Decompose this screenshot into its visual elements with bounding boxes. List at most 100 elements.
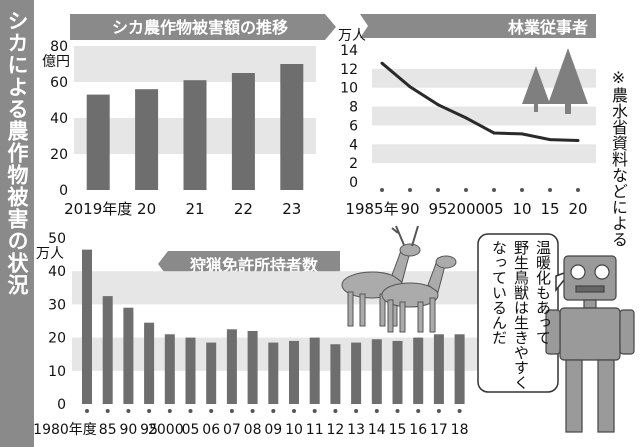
y-tick-label: 30 — [48, 297, 66, 313]
x-tick-label: 17 — [430, 422, 448, 438]
bar — [351, 342, 362, 404]
source-note: ※農水省資料などによる — [609, 68, 628, 247]
data-point — [464, 116, 468, 120]
data-point — [492, 131, 496, 135]
x-tick-label: 11 — [306, 422, 324, 438]
data-point — [520, 132, 524, 136]
x-tick-label: 14 — [368, 422, 386, 438]
x-tick-dot — [492, 188, 496, 192]
data-point — [548, 138, 552, 142]
bar — [454, 334, 465, 404]
x-tick-label: 2000 — [148, 422, 184, 438]
x-tick-label: 05 — [182, 422, 200, 438]
y-tick-label: 4 — [349, 137, 358, 153]
robot-illustration — [545, 255, 635, 433]
y-tick-label: 2 — [349, 156, 358, 172]
x-tick-label: 1980年度 — [33, 422, 97, 438]
x-tick-label: 16 — [409, 422, 427, 438]
x-tick-dot — [250, 409, 255, 413]
x-tick-label: 1985年 — [345, 200, 398, 218]
x-tick-dot — [126, 409, 131, 413]
x-tick-dot — [167, 409, 172, 413]
bar — [102, 296, 113, 404]
speech-line-3: なっているんだ — [490, 240, 508, 345]
x-tick-label: 90 — [400, 200, 419, 218]
bar — [433, 334, 444, 404]
data-point — [408, 85, 412, 89]
x-tick-dot — [188, 409, 193, 413]
x-tick-dot — [312, 409, 317, 413]
series-line — [381, 62, 579, 143]
y-tick-label: 40 — [48, 264, 66, 280]
x-tick-dot — [395, 409, 400, 413]
x-tick-dot — [380, 188, 384, 192]
y-tick-label: 10 — [48, 364, 66, 380]
y-tick-label: 40 — [50, 111, 68, 127]
unit-forestry: 万人 — [338, 28, 366, 44]
x-tick-label: 08 — [244, 422, 262, 438]
x-tick-label: 13 — [347, 422, 365, 438]
band — [372, 106, 596, 126]
band — [74, 46, 316, 82]
unit-damage: 億円 — [42, 54, 70, 70]
x-tick-dot — [416, 409, 421, 413]
bar — [330, 344, 341, 404]
x-tick-label: 95 — [428, 200, 447, 218]
speech-line-1: 温暖化もあって — [534, 240, 552, 345]
x-tick-label: 2019年度 — [64, 200, 132, 218]
x-tick-label: 20 — [137, 200, 156, 218]
x-tick-label: 05 — [484, 200, 503, 218]
y-tick-label: 20 — [50, 147, 68, 163]
banner-damage-title: シカ農作物被害額の推移 — [112, 18, 288, 37]
banner-hunting-title: 狩猟免許所持者数 — [190, 256, 319, 275]
data-point — [576, 139, 580, 143]
banner-hunting — [158, 251, 340, 277]
x-tick-label: 90 — [119, 422, 137, 438]
x-tick-label: 06 — [202, 422, 220, 438]
x-tick-label: 18 — [451, 422, 469, 438]
bar — [86, 94, 110, 190]
y-tick-label: 60 — [50, 75, 68, 91]
x-tick-label: 22 — [234, 200, 253, 218]
x-tick-label: 07 — [223, 422, 241, 438]
y-tick-label: 8 — [349, 100, 358, 116]
unit-hunting: 万人 — [36, 246, 64, 262]
y-tick-label: 6 — [349, 118, 358, 134]
page-title: シカによる農作物被害の状況 — [5, 10, 29, 296]
banner-damage — [70, 14, 336, 40]
bar — [183, 80, 207, 190]
x-tick-dot — [436, 409, 441, 413]
x-tick-label: 10 — [512, 200, 531, 218]
title-strip — [0, 0, 34, 447]
data-point — [380, 61, 384, 65]
x-tick-dot — [105, 409, 110, 413]
x-tick-label: 12 — [326, 422, 344, 438]
chart-damage: 0 20 40 60 80 2019年度 20 21 22 23 — [50, 39, 316, 218]
x-tick-label: 15 — [540, 200, 559, 218]
x-tick-label: 09 — [264, 422, 282, 438]
bar — [289, 340, 299, 404]
trees-illustration — [522, 48, 588, 114]
x-tick-dot — [457, 409, 462, 413]
bar — [371, 339, 382, 404]
deer-illustration — [341, 225, 457, 333]
y-tick-label: 0 — [57, 397, 66, 413]
x-tick-label: 2000 — [447, 200, 485, 218]
x-tick-dot — [576, 188, 580, 192]
speech-line-2: 野生鳥獣は生きやすく — [512, 240, 530, 390]
x-tick-label: 15 — [389, 422, 407, 438]
y-tick-label: 20 — [48, 331, 66, 347]
banner-forestry — [360, 14, 596, 38]
x-tick-dot — [548, 188, 552, 192]
x-tick-dot — [292, 409, 296, 413]
bar — [164, 334, 175, 404]
x-tick-dot — [85, 409, 89, 413]
x-tick-dot — [436, 188, 440, 192]
x-tick-dot — [520, 188, 524, 192]
y-tick-label: 10 — [340, 81, 358, 97]
x-tick-dot — [374, 409, 379, 413]
bar — [226, 329, 237, 404]
x-tick-dot — [408, 188, 412, 192]
